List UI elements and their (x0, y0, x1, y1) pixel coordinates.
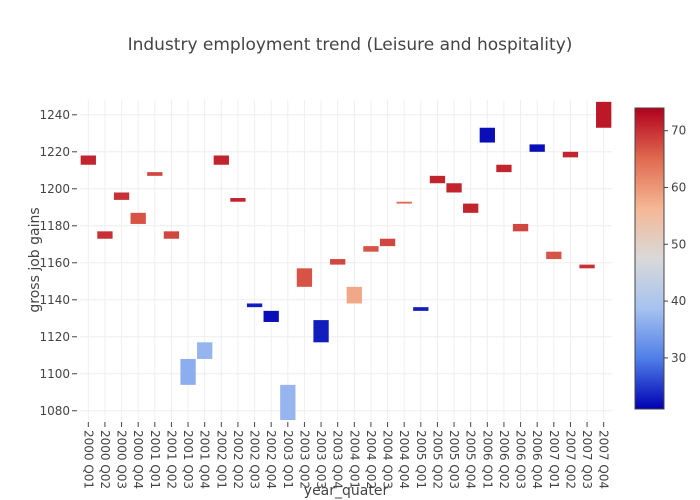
x-tick-label: 2001 Q03 (181, 430, 195, 489)
bar (346, 286, 362, 304)
bar (147, 172, 163, 176)
colorbar-ticks: 30 40 50 60 70 (664, 124, 686, 365)
y-tick-label: 1160 (39, 256, 70, 270)
bar (180, 358, 196, 385)
bar (363, 246, 379, 252)
y-tick-label: 1220 (39, 145, 70, 159)
y-tick-label: 1120 (39, 330, 70, 344)
bar (80, 155, 96, 165)
bar (446, 183, 462, 193)
x-tick-label: 2007 Q04 (597, 430, 611, 489)
bar (313, 320, 329, 343)
x-tick-label: 2005 Q04 (464, 430, 478, 489)
bar (379, 238, 396, 247)
x-tick-label: 2003 Q04 (331, 430, 345, 489)
x-tick-label: 2003 Q02 (297, 430, 311, 489)
x-tick-label: 2001 Q02 (164, 430, 178, 489)
bar (429, 175, 446, 184)
bar (479, 127, 495, 143)
x-tick-label: 2002 Q02 (231, 430, 245, 489)
chart-title: Industry employment trend (Leisure and h… (128, 35, 573, 55)
bar (562, 151, 579, 158)
x-tick-label: 2004 Q04 (397, 430, 411, 489)
bar (463, 203, 479, 213)
bar (163, 231, 180, 239)
x-tick-label: 2001 Q01 (148, 430, 162, 489)
bar (296, 268, 313, 287)
x-tick-label: 2000 Q03 (115, 430, 129, 489)
bar (280, 384, 296, 420)
x-tick-label: 2004 Q02 (364, 430, 378, 489)
x-tick-label: 2004 Q01 (347, 430, 361, 489)
x-tick-label: 2000 Q01 (81, 430, 95, 489)
y-axis-ticks: 1080 1100 1120 1140 1160 1180 1200 1220 1240 (39, 108, 77, 418)
x-tick-label: 2002 Q01 (214, 430, 228, 489)
y-tick-label: 1180 (39, 219, 70, 233)
bar (396, 201, 412, 204)
x-tick-label: 2002 Q03 (248, 430, 262, 489)
x-tick-label: 2005 Q01 (414, 430, 428, 489)
bar (263, 310, 279, 322)
y-tick-label: 1080 (39, 404, 70, 418)
x-tick-label: 2000 Q02 (98, 430, 112, 489)
colorbar-tick-label: 70 (671, 124, 686, 138)
bar (413, 307, 429, 311)
bar (546, 251, 562, 260)
x-tick-label: 2005 Q02 (430, 430, 444, 489)
x-tick-label: 2005 Q03 (447, 430, 461, 489)
x-tick-label: 2000 Q04 (131, 430, 145, 489)
y-tick-label: 1200 (39, 182, 70, 196)
x-axis-ticks: 2000 Q01 2000 Q02 2000 Q03 2000 Q04 2001 Q01… (81, 422, 611, 489)
x-tick-label: 2006 Q04 (530, 430, 544, 489)
x-tick-label: 2007 Q02 (563, 430, 577, 489)
y-tick-label: 1100 (39, 367, 70, 381)
bar (529, 144, 545, 152)
bar (596, 101, 612, 128)
x-tick-label: 2006 Q02 (497, 430, 511, 489)
x-tick-label: 2004 Q03 (381, 430, 395, 489)
bar (246, 303, 263, 308)
y-axis-label: gross job gains (27, 207, 43, 312)
bar (213, 155, 229, 165)
x-tick-label: 2002 Q04 (264, 430, 278, 489)
bar (230, 198, 246, 202)
bar (113, 192, 130, 200)
x-tick-label: 2003 Q03 (314, 430, 328, 489)
x-axis-label: year_quater (304, 483, 389, 499)
bars (80, 101, 612, 420)
bar (579, 264, 595, 269)
x-tick-label: 2006 Q03 (514, 430, 528, 489)
x-tick-label: 2007 Q01 (547, 430, 561, 489)
colorbar (634, 107, 665, 410)
bar (330, 259, 346, 265)
y-tick-label: 1240 (39, 108, 70, 122)
colorbar-tick-label: 60 (671, 181, 686, 195)
x-tick-label: 2006 Q01 (480, 430, 494, 489)
x-tick-label: 2001 Q04 (198, 430, 212, 489)
x-tick-label: 2003 Q01 (281, 430, 295, 489)
x-tick-label: 2007 Q03 (580, 430, 594, 489)
colorbar-tick-label: 30 (671, 351, 686, 365)
bar (130, 212, 146, 224)
colorbar-tick-label: 40 (671, 294, 686, 308)
colorbar-tick-label: 50 (671, 237, 686, 251)
bar (496, 164, 512, 173)
bar (197, 342, 213, 359)
y-tick-label: 1140 (39, 293, 70, 307)
bar (512, 223, 529, 232)
bar (97, 231, 113, 239)
